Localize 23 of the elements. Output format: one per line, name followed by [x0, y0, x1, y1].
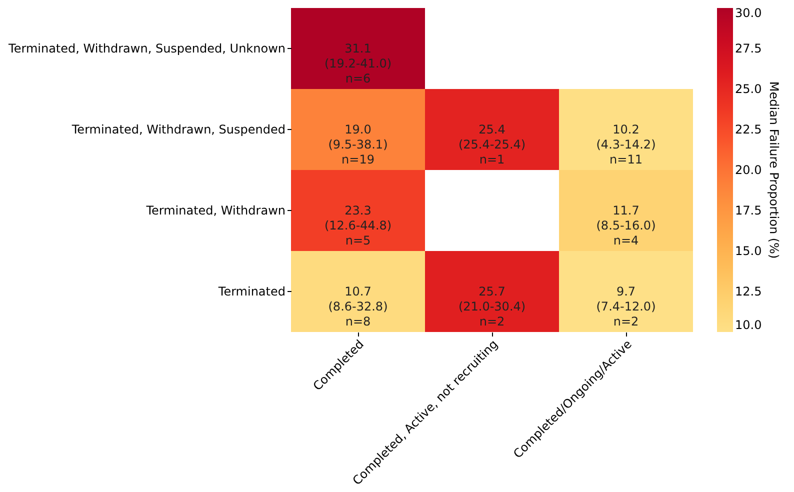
color-bar-label: 12.5 — [735, 284, 762, 298]
color-bar-label: 25.0 — [735, 82, 762, 96]
color-bar-label: 15.0 — [735, 244, 762, 258]
data-label: 11.7 (8.5-16.0) n=4 — [596, 204, 656, 248]
data-label: 19.0 (9.5-38.1) n=19 — [328, 122, 388, 166]
color-bar-label: 20.0 — [735, 163, 762, 177]
y-tick-label: Terminated, Withdrawn, Suspended — [70, 122, 286, 136]
color-bar-label: 27.5 — [735, 42, 762, 56]
y-tick-label: Terminated — [217, 284, 286, 298]
data-label: 10.7 (8.6-32.8) n=8 — [328, 284, 388, 328]
data-label: 25.7 (21.0-30.4) n=2 — [458, 284, 526, 328]
y-tick-label: Terminated, Withdrawn, Suspended, Unknown — [8, 42, 286, 56]
data-label: 31.1 (19.2-41.0) n=6 — [324, 42, 392, 86]
color-bar-title: Median Failure Proportion (%) — [767, 81, 781, 259]
data-label: 23.3 (12.6-44.8) n=5 — [324, 204, 392, 248]
color-bar-label: 17.5 — [735, 204, 762, 218]
data-label: 9.7 (7.4-12.0) n=2 — [596, 284, 656, 328]
color-bar-label: 10.0 — [735, 318, 762, 332]
data-label: 10.2 (4.3-14.2) n=11 — [596, 122, 656, 166]
color-bar-label: 22.5 — [735, 122, 762, 136]
y-tick-label: Terminated, Withdrawn — [145, 204, 286, 218]
color-bar-label: 30.0 — [735, 6, 762, 20]
data-label: 25.4 (25.4-25.4) n=1 — [458, 122, 526, 166]
